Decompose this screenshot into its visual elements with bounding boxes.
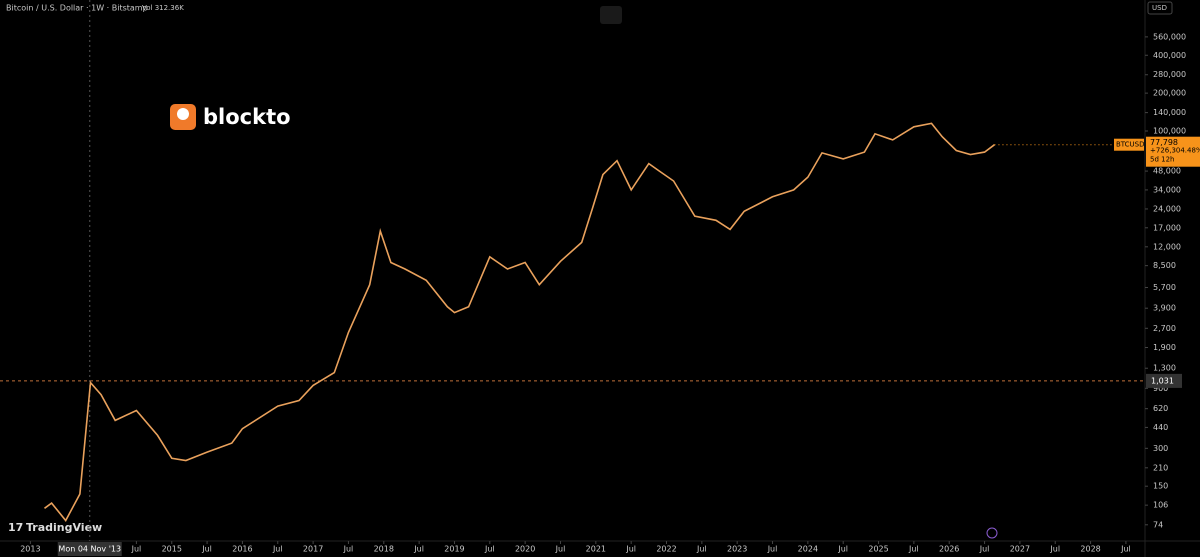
y-tick-label: 620 xyxy=(1153,404,1168,413)
y-tick-label: 140,000 xyxy=(1153,108,1186,117)
x-tick-label: Jul xyxy=(1049,545,1060,554)
y-tick-label: 400,000 xyxy=(1153,51,1186,60)
x-tick-label: Jul xyxy=(131,545,142,554)
y-tick-label: 150 xyxy=(1153,482,1168,491)
y-tick-label: 1,900 xyxy=(1153,343,1176,352)
currency-box[interactable] xyxy=(1147,1,1173,15)
y-tick-label: 100,000 xyxy=(1153,126,1186,135)
x-tick-label: 2019 xyxy=(444,545,464,554)
y-tick-label: 900 xyxy=(1153,384,1168,393)
x-tick-label: 2026 xyxy=(939,545,959,554)
y-tick-label: 300 xyxy=(1153,444,1168,453)
x-tick-label: 2022 xyxy=(656,545,676,554)
x-tick-label: Jul xyxy=(767,545,778,554)
x-tick-label: Jul xyxy=(343,545,354,554)
y-tick-label: 440 xyxy=(1153,423,1168,432)
crosshair-date-label: Mon 04 Nov '13 xyxy=(58,545,121,554)
x-tick-label: 2020 xyxy=(515,545,535,554)
x-tick-label: 2017 xyxy=(303,545,323,554)
x-tick-label: Jul xyxy=(696,545,707,554)
x-tick-label: 2025 xyxy=(868,545,888,554)
watermark: TradingView xyxy=(26,521,102,534)
x-tick-label: Jul xyxy=(413,545,424,554)
x-tick-label: Jul xyxy=(201,545,212,554)
y-tick-label: 74 xyxy=(1153,520,1163,529)
x-tick-label: 2021 xyxy=(586,545,606,554)
y-tick-label: 17,000 xyxy=(1153,223,1181,232)
crosshair-date-box xyxy=(57,542,122,556)
countdown-label: 5d 12h xyxy=(1150,156,1174,164)
symbol-label: BTCUSD xyxy=(1116,141,1145,149)
chart-title: Bitcoin / U.S. Dollar · 1W · Bitstamp xyxy=(6,4,148,13)
x-tick-label: 2015 xyxy=(162,545,182,554)
y-tick-label: 210 xyxy=(1153,463,1168,472)
x-tick-label: 2024 xyxy=(798,545,818,554)
y-tick-label: 24,000 xyxy=(1153,204,1181,213)
x-tick-label: Jul xyxy=(837,545,848,554)
y-tick-label: 560,000 xyxy=(1153,32,1186,41)
x-tick-label: 2027 xyxy=(1010,545,1030,554)
y-tick-label: 12,000 xyxy=(1153,242,1181,251)
x-tick-label: 2028 xyxy=(1080,545,1100,554)
y-tick-label: 48,000 xyxy=(1153,167,1181,176)
x-tick-label: Jul xyxy=(625,545,636,554)
change-label: +726,304.48% xyxy=(1150,147,1200,155)
layout-button[interactable] xyxy=(600,6,622,24)
y-tick-label: 106 xyxy=(1153,501,1168,510)
brand-name: blockto xyxy=(203,105,291,129)
y-tick-label: 200,000 xyxy=(1153,89,1186,98)
x-tick-label: Jul xyxy=(979,545,990,554)
y-tick-label: 2,700 xyxy=(1153,324,1176,333)
crosshair-price-box xyxy=(1146,373,1182,388)
x-tick-label: Jul xyxy=(1120,545,1131,554)
watermark-logo: 17 xyxy=(8,521,23,534)
x-tick-label: 2018 xyxy=(374,545,394,554)
price-line xyxy=(44,122,995,522)
volume-label: Vol 312.36K xyxy=(142,4,184,12)
crosshair-price-label: 1,031 xyxy=(1151,376,1174,385)
symbol-box xyxy=(1114,138,1144,151)
y-tick-label: 5,700 xyxy=(1153,283,1176,292)
brand-logo-icon xyxy=(177,108,189,120)
last-price-box xyxy=(1146,136,1200,167)
x-tick-label: 2023 xyxy=(727,545,747,554)
y-tick-label: 8,500 xyxy=(1153,261,1176,270)
x-tick-label: 2016 xyxy=(232,545,252,554)
y-tick-label: 3,900 xyxy=(1153,304,1176,313)
x-tick-label: Jul xyxy=(908,545,919,554)
x-tick-label: Jul xyxy=(272,545,283,554)
last-price-label: 77,798 xyxy=(1150,138,1178,147)
y-tick-label: 1,300 xyxy=(1153,364,1176,373)
y-tick-label: 34,000 xyxy=(1153,185,1181,194)
x-tick-label: Jul xyxy=(484,545,495,554)
y-tick-label: 280,000 xyxy=(1153,70,1186,79)
event-marker[interactable] xyxy=(986,527,998,539)
currency: USD xyxy=(1152,4,1167,12)
x-tick-label: 2013 xyxy=(20,545,40,554)
x-tick-label: Jul xyxy=(555,545,566,554)
